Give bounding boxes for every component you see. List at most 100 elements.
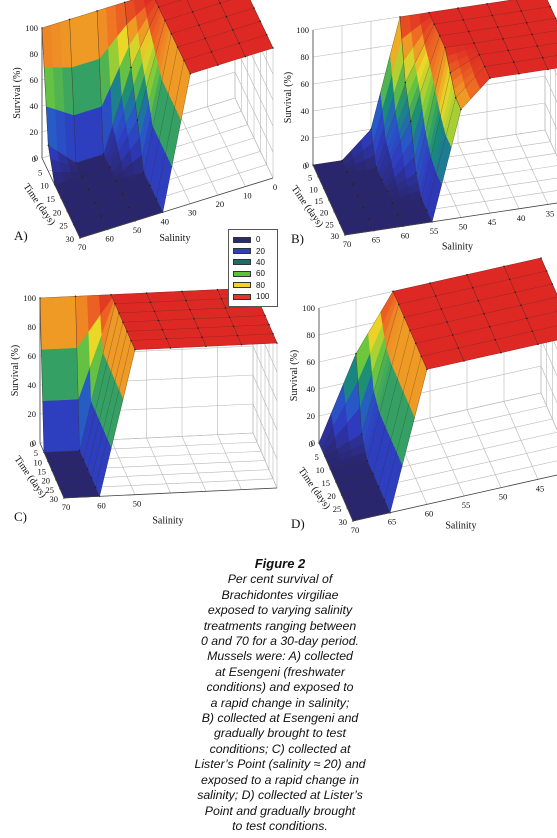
data-point — [193, 318, 195, 320]
data-point — [438, 35, 441, 37]
y-tick-label: 0 — [303, 161, 307, 171]
z-tick-label: 20 — [30, 127, 39, 137]
surface-cell — [207, 0, 216, 3]
data-point — [477, 299, 480, 302]
x-tick-label: 50 — [499, 492, 508, 502]
z-tick-label: 80 — [28, 322, 37, 332]
data-point — [155, 198, 158, 200]
data-point — [554, 17, 557, 20]
y-axis — [318, 442, 354, 522]
series-line — [54, 0, 232, 185]
z-axis-label: Survival (%) — [289, 350, 300, 401]
series-line — [48, 0, 183, 164]
data-point — [467, 30, 470, 33]
data-point — [488, 325, 491, 328]
y-tick-label: 30 — [66, 234, 75, 244]
data-point — [228, 316, 231, 318]
data-point — [47, 144, 50, 147]
x-tick-label: 60 — [425, 508, 434, 518]
survival-surface — [39, 287, 278, 499]
data-point — [170, 32, 173, 35]
data-point — [110, 293, 112, 296]
y-axis-label: Time (days) — [21, 182, 58, 228]
legend-swatch — [233, 259, 251, 266]
data-point — [161, 328, 164, 331]
y-tick-label: 5 — [38, 167, 42, 177]
data-point — [264, 314, 266, 317]
data-point — [75, 162, 77, 164]
data-point — [94, 486, 97, 488]
y-axis-label: Time (days) — [296, 466, 333, 512]
y-tick-label: 5 — [34, 448, 38, 458]
y-tick-label: 25 — [333, 504, 342, 514]
data-point — [396, 213, 399, 216]
data-point — [414, 342, 417, 345]
data-point — [100, 215, 102, 217]
data-point — [392, 290, 394, 293]
data-point — [466, 273, 468, 276]
data-point — [486, 3, 488, 5]
x-tick-label: 50 — [133, 499, 142, 509]
data-point — [541, 56, 544, 59]
x-tick-label: 0 — [273, 182, 277, 192]
y-axis — [41, 157, 81, 239]
z-tick-label: 80 — [307, 330, 316, 340]
data-point — [478, 54, 481, 56]
series-line — [73, 34, 267, 225]
data-point — [244, 55, 247, 58]
z-tick-label: 60 — [30, 75, 39, 85]
surface-cell — [552, 315, 557, 322]
data-point — [551, 283, 554, 285]
figure-title: Figure 2 — [254, 556, 306, 571]
grid-line — [540, 365, 557, 404]
data-point — [224, 307, 227, 309]
surface-chart: 02040608010005101520253070656055504540Su… — [289, 257, 557, 535]
data-point — [149, 184, 151, 187]
x-tick-label: 10 — [243, 191, 252, 201]
data-point — [176, 46, 179, 48]
grid-line — [544, 75, 557, 103]
z-tick-label: 60 — [301, 79, 310, 89]
y-tick-label: 10 — [316, 465, 325, 475]
surface-cell — [51, 296, 66, 350]
legend-item: 60 — [233, 268, 274, 279]
data-point — [201, 336, 203, 338]
x-tick-label: 70 — [78, 242, 87, 252]
legend-item: 0 — [233, 234, 274, 245]
data-point — [540, 257, 542, 259]
data-point — [429, 282, 431, 284]
panel-label: C) — [14, 509, 27, 524]
data-point — [420, 197, 423, 200]
data-point — [399, 16, 401, 18]
data-point — [142, 171, 145, 174]
data-point — [217, 64, 219, 66]
y-tick-label: 0 — [309, 439, 313, 449]
y-tick-label: 30 — [331, 231, 340, 241]
grid-line — [544, 102, 557, 130]
data-point — [357, 194, 359, 197]
data-point — [549, 5, 552, 8]
chart-panel-d: 02040608010005101520253070656055504540Su… — [279, 257, 557, 548]
data-point — [370, 128, 372, 131]
data-point — [426, 368, 428, 371]
data-point — [341, 159, 343, 162]
data-point — [114, 303, 116, 305]
data-point — [518, 73, 520, 75]
y-tick-label: 20 — [53, 207, 62, 217]
surface-cell — [54, 399, 68, 452]
legend-label: 20 — [256, 246, 265, 256]
z-tick-label: 60 — [28, 351, 37, 361]
surface-cell — [41, 348, 55, 402]
surface-cell — [549, 306, 557, 314]
data-point — [189, 72, 192, 75]
x-tick-label: 60 — [105, 233, 114, 243]
data-point — [420, 355, 423, 358]
data-point — [68, 18, 71, 21]
legend-label: 80 — [256, 280, 265, 290]
x-tick-label: 40 — [160, 216, 169, 226]
data-point — [362, 206, 365, 209]
legend-label: 40 — [256, 257, 265, 267]
data-point — [153, 310, 156, 313]
y-tick-label: 0 — [30, 439, 34, 449]
data-point — [404, 81, 407, 84]
